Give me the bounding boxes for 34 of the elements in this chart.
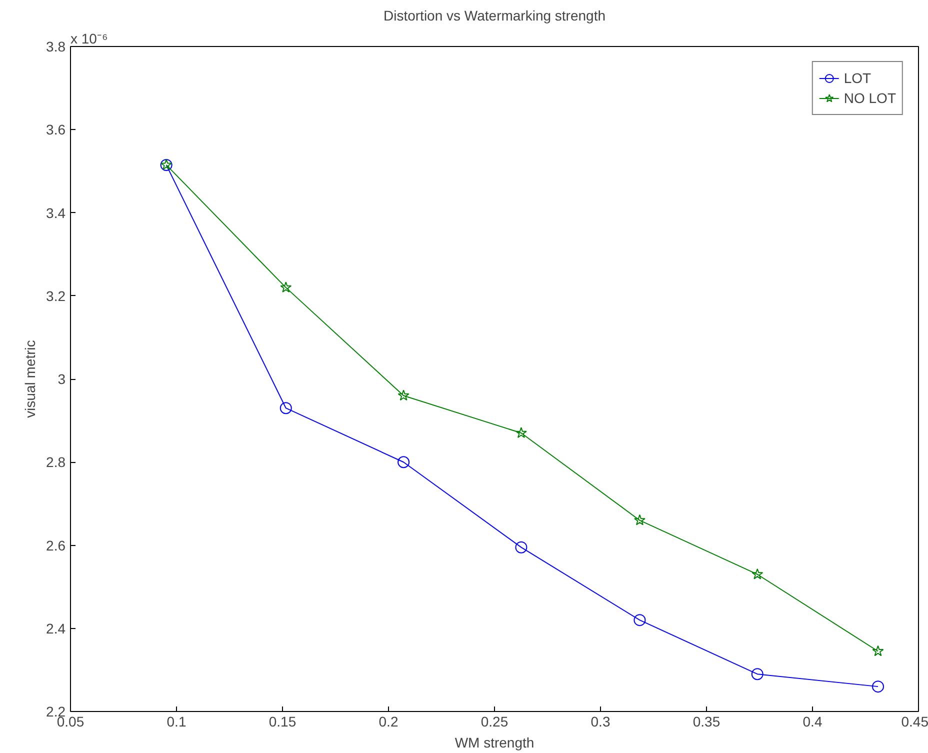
x-tick-label: 0.15 [268, 714, 296, 730]
point [515, 427, 527, 438]
y-tick-label: 3.8 [46, 38, 66, 54]
x-tick-label: 0.4 [802, 714, 822, 730]
y-tick-label: 2.6 [46, 537, 66, 554]
x-tick-label: 0.2 [378, 714, 398, 730]
y-tick-label: 3 [58, 371, 66, 387]
y-tick-label: 3.6 [46, 122, 66, 138]
point [398, 456, 410, 468]
point [752, 568, 764, 580]
y-tick-label: 2.4 [46, 620, 66, 636]
point [398, 390, 410, 401]
y-axis-title: visual metric [22, 340, 38, 418]
point [280, 282, 292, 293]
x-tick-label: 0.3 [590, 714, 610, 730]
x-tick-label: 0.1 [166, 714, 186, 730]
point [634, 514, 646, 526]
x-tick-label: 0.45 [901, 714, 928, 730]
annotation: x 10⁻⁶ [70, 30, 108, 46]
x-tick-label: 0.35 [692, 714, 720, 730]
point [280, 402, 292, 414]
x-axis-title: WM strength [454, 734, 534, 750]
legend-label: NO LOT [844, 90, 896, 106]
y-tick-label: 2.8 [46, 454, 66, 470]
y-tick-label: 3.4 [46, 204, 66, 221]
x-tick-label: 0.25 [480, 714, 508, 730]
point [872, 645, 884, 656]
legend-label: LOT [844, 70, 872, 86]
chart-title: Distortion vs Watermarking strength [384, 8, 606, 24]
y-tick-label: 3.2 [46, 288, 66, 304]
point [515, 541, 528, 554]
point [872, 680, 884, 693]
point [634, 614, 646, 626]
point [751, 668, 764, 680]
